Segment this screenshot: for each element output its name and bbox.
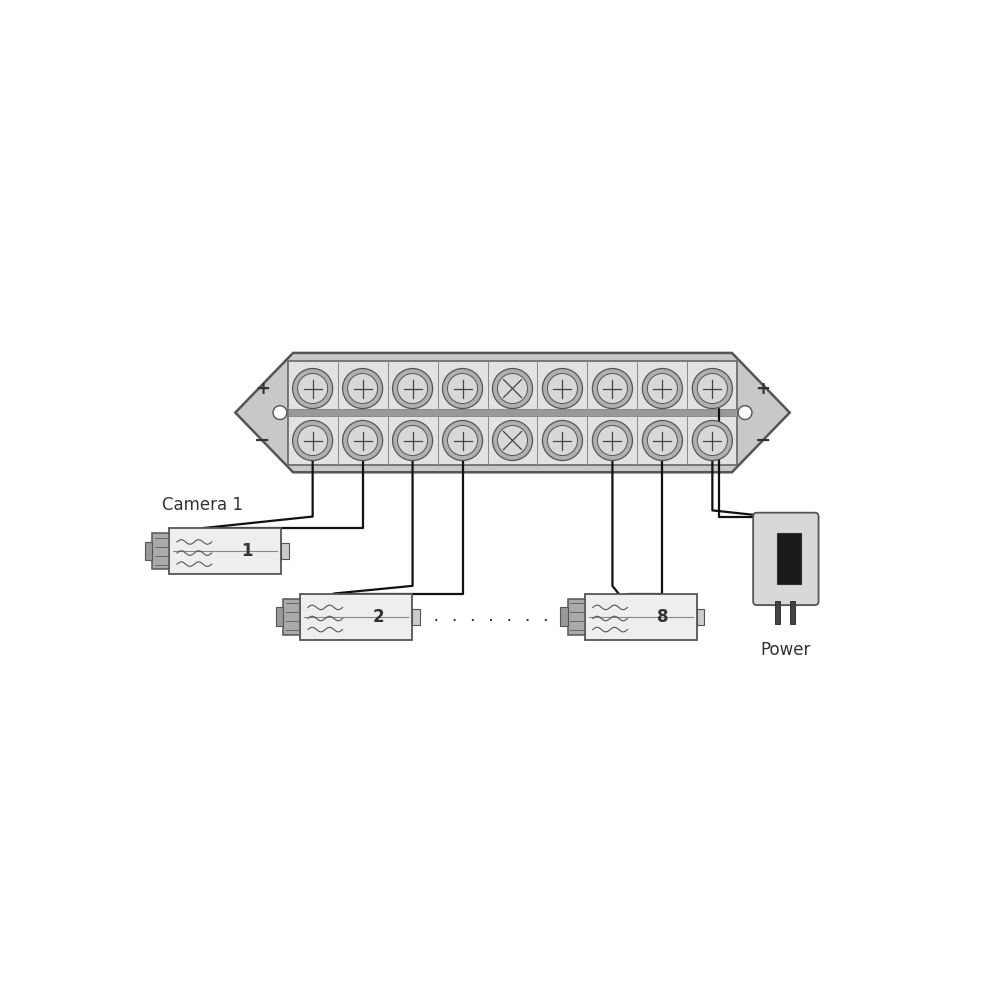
Circle shape <box>592 420 632 461</box>
Text: 1: 1 <box>242 542 253 560</box>
Text: 2: 2 <box>373 608 384 626</box>
Circle shape <box>547 425 577 456</box>
Bar <box>300 594 412 640</box>
Circle shape <box>547 374 577 404</box>
Circle shape <box>647 425 677 456</box>
Circle shape <box>448 425 478 456</box>
Circle shape <box>738 406 752 420</box>
Circle shape <box>492 369 533 409</box>
Circle shape <box>647 374 677 404</box>
Text: Power: Power <box>761 641 811 659</box>
Circle shape <box>642 420 682 461</box>
Bar <box>276 607 283 626</box>
Bar <box>145 542 152 560</box>
Circle shape <box>293 420 333 461</box>
Circle shape <box>293 369 333 409</box>
Circle shape <box>642 369 682 409</box>
Circle shape <box>298 425 328 456</box>
Text: +: + <box>755 380 770 398</box>
Bar <box>281 543 289 559</box>
Circle shape <box>497 425 528 456</box>
Bar <box>568 599 585 635</box>
Bar <box>169 528 281 574</box>
Circle shape <box>348 425 378 456</box>
Circle shape <box>692 420 732 461</box>
Circle shape <box>393 420 433 461</box>
Circle shape <box>597 425 627 456</box>
Text: +: + <box>255 380 270 398</box>
Text: . . . . . . . . . . . .: . . . . . . . . . . . . <box>377 609 587 624</box>
Text: Camera 1: Camera 1 <box>162 496 243 514</box>
Circle shape <box>393 369 433 409</box>
Text: −: − <box>755 431 771 450</box>
Polygon shape <box>235 353 790 472</box>
Circle shape <box>697 374 727 404</box>
Circle shape <box>542 369 582 409</box>
Circle shape <box>697 425 727 456</box>
Circle shape <box>497 374 528 404</box>
Bar <box>152 533 169 569</box>
Bar <box>412 609 420 625</box>
Text: −: − <box>254 431 270 450</box>
Circle shape <box>692 369 732 409</box>
Circle shape <box>343 420 383 461</box>
Circle shape <box>343 369 383 409</box>
Circle shape <box>492 420 533 461</box>
Circle shape <box>273 406 287 420</box>
Circle shape <box>298 374 328 404</box>
Circle shape <box>542 420 582 461</box>
Circle shape <box>443 420 483 461</box>
Circle shape <box>597 374 627 404</box>
Bar <box>697 609 704 625</box>
Bar <box>283 599 300 635</box>
Circle shape <box>448 374 478 404</box>
Circle shape <box>592 369 632 409</box>
Text: 8: 8 <box>657 608 669 626</box>
Circle shape <box>443 369 483 409</box>
Circle shape <box>348 374 378 404</box>
Circle shape <box>398 425 428 456</box>
Bar <box>775 601 780 624</box>
FancyBboxPatch shape <box>753 513 819 605</box>
Bar <box>560 607 568 626</box>
Bar <box>288 409 737 416</box>
Circle shape <box>398 374 428 404</box>
Bar <box>777 533 801 584</box>
Bar <box>288 361 737 465</box>
Bar <box>585 594 697 640</box>
Bar <box>790 601 795 624</box>
